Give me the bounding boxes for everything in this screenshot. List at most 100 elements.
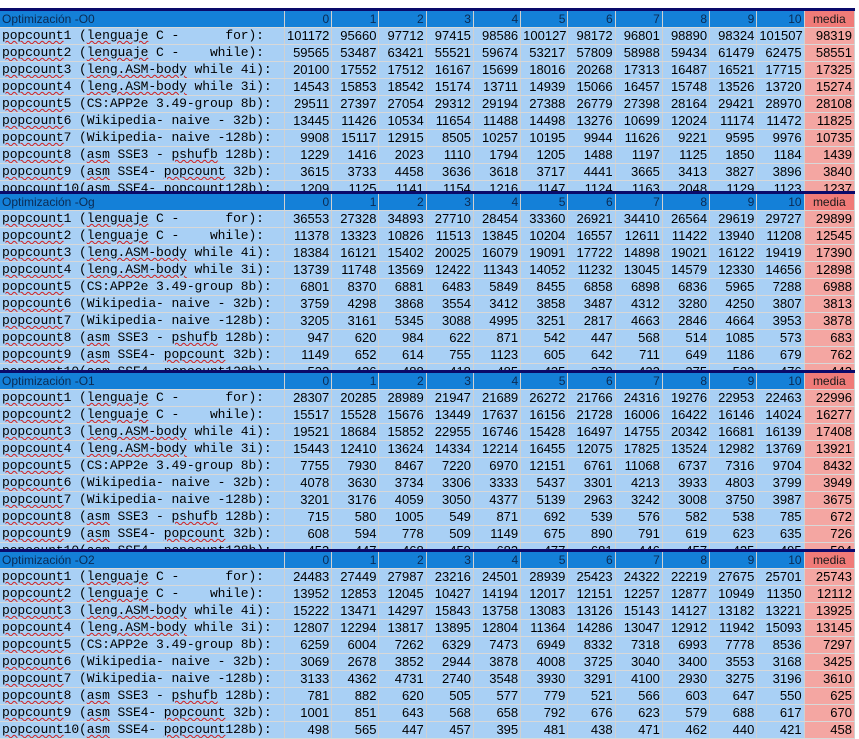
value-cell[interactable]: 16422 (662, 406, 711, 424)
row-label-cell[interactable]: popcount5 (CS:APP2e 3.49-group 8b): (0, 457, 285, 475)
value-cell[interactable]: 785 (756, 508, 805, 526)
value-cell[interactable]: 22953 (709, 389, 758, 407)
column-header[interactable]: 8 (662, 370, 711, 390)
value-cell[interactable]: 28454 (473, 210, 522, 228)
value-cell[interactable]: 13895 (426, 619, 474, 637)
value-cell[interactable]: 13524 (662, 440, 711, 458)
value-cell[interactable]: 27397 (331, 95, 380, 113)
value-cell[interactable]: 13047 (615, 619, 663, 637)
media-cell[interactable]: 17390 (804, 244, 856, 262)
value-cell[interactable]: 692 (520, 508, 569, 526)
value-cell[interactable]: 11488 (473, 112, 522, 130)
value-cell[interactable]: 15748 (662, 78, 711, 96)
row-label-cell[interactable]: popcount7 (Wikipedia- naive -128b): (0, 491, 285, 509)
row-label-cell[interactable]: popcount7 (Wikipedia- naive -128b): (0, 129, 285, 147)
value-cell[interactable]: 3717 (520, 163, 569, 181)
media-cell[interactable]: 7297 (804, 636, 856, 654)
value-cell[interactable]: 565 (331, 721, 380, 739)
value-cell[interactable]: 1197 (615, 146, 663, 164)
row-label-cell[interactable]: popcount8 (asm SSE3 - pshufb 128b): (0, 687, 285, 705)
value-cell[interactable]: 781 (284, 687, 333, 705)
value-cell[interactable]: 11626 (615, 129, 663, 147)
value-cell[interactable]: 97415 (426, 27, 474, 45)
value-cell[interactable]: 7262 (378, 636, 427, 654)
value-cell[interactable]: 984 (378, 329, 427, 347)
value-cell[interactable]: 22463 (756, 389, 805, 407)
column-header[interactable]: 2 (378, 370, 427, 390)
value-cell[interactable]: 8467 (378, 457, 427, 475)
value-cell[interactable]: 6881 (378, 278, 427, 296)
value-cell[interactable]: 11343 (473, 261, 522, 279)
media-cell[interactable]: 3949 (804, 474, 856, 492)
value-cell[interactable]: 1005 (378, 508, 427, 526)
value-cell[interactable]: 1085 (709, 329, 758, 347)
value-cell[interactable]: 12024 (662, 112, 711, 130)
value-cell[interactable]: 13471 (331, 602, 380, 620)
media-cell[interactable]: 12545 (804, 227, 856, 245)
value-cell[interactable]: 11378 (284, 227, 333, 245)
media-cell[interactable]: 3425 (804, 653, 856, 671)
value-cell[interactable]: 28989 (378, 389, 427, 407)
column-header[interactable]: 4 (473, 8, 522, 28)
column-header[interactable]: 7 (615, 8, 663, 28)
value-cell[interactable]: 14024 (756, 406, 805, 424)
value-cell[interactable]: 2023 (378, 146, 427, 164)
media-cell[interactable]: 98319 (804, 27, 856, 45)
value-cell[interactable]: 19419 (756, 244, 805, 262)
value-cell[interactable]: 3196 (756, 670, 805, 688)
value-cell[interactable]: 16156 (520, 406, 569, 424)
value-cell[interactable]: 13720 (756, 78, 805, 96)
value-cell[interactable]: 9976 (756, 129, 805, 147)
value-cell[interactable]: 16681 (709, 423, 758, 441)
value-cell[interactable]: 59674 (473, 44, 522, 62)
column-header[interactable]: 0 (284, 191, 333, 211)
value-cell[interactable]: 16455 (520, 440, 569, 458)
value-cell[interactable]: 14939 (520, 78, 569, 96)
column-header[interactable]: 1 (331, 370, 380, 390)
media-cell[interactable]: 6988 (804, 278, 856, 296)
value-cell[interactable]: 3242 (615, 491, 663, 509)
value-cell[interactable]: 57809 (567, 44, 616, 62)
block-title[interactable]: Optimización -O1 (0, 370, 285, 390)
value-cell[interactable]: 26921 (567, 210, 616, 228)
value-cell[interactable]: 3878 (473, 653, 522, 671)
value-cell[interactable]: 3333 (473, 474, 522, 492)
column-header[interactable]: 10 (756, 191, 805, 211)
value-cell[interactable]: 13182 (709, 602, 758, 620)
value-cell[interactable]: 9704 (756, 457, 805, 475)
value-cell[interactable]: 568 (426, 704, 474, 722)
value-cell[interactable]: 12982 (709, 440, 758, 458)
row-label-cell[interactable]: popcount5 (CS:APP2e 3.49-group 8b): (0, 278, 285, 296)
value-cell[interactable]: 13817 (378, 619, 427, 637)
value-cell[interactable]: 447 (567, 329, 616, 347)
value-cell[interactable]: 15093 (756, 619, 805, 637)
value-cell[interactable]: 3251 (520, 312, 569, 330)
value-cell[interactable]: 3933 (662, 474, 711, 492)
value-cell[interactable]: 13758 (473, 602, 522, 620)
value-cell[interactable]: 3133 (284, 670, 333, 688)
value-cell[interactable]: 16521 (709, 61, 758, 79)
value-cell[interactable]: 13526 (709, 78, 758, 96)
row-label-cell[interactable]: popcount8 (asm SSE3 - pshufb 128b): (0, 329, 285, 347)
value-cell[interactable]: 15699 (473, 61, 522, 79)
value-cell[interactable]: 620 (378, 687, 427, 705)
value-cell[interactable]: 25701 (756, 568, 805, 586)
value-cell[interactable]: 3852 (378, 653, 427, 671)
value-cell[interactable]: 3291 (567, 670, 616, 688)
value-cell[interactable]: 1149 (473, 525, 522, 543)
value-cell[interactable]: 16746 (473, 423, 522, 441)
row-label-cell[interactable]: popcount1 (lenguaje C - for): (0, 27, 285, 45)
value-cell[interactable]: 573 (756, 329, 805, 347)
value-cell[interactable]: 3161 (331, 312, 380, 330)
value-cell[interactable]: 14656 (756, 261, 805, 279)
value-cell[interactable]: 12804 (473, 619, 522, 637)
value-cell[interactable]: 16167 (426, 61, 474, 79)
value-cell[interactable]: 13952 (284, 585, 333, 603)
value-cell[interactable]: 679 (756, 346, 805, 364)
value-cell[interactable]: 1488 (567, 146, 616, 164)
value-cell[interactable]: 3734 (378, 474, 427, 492)
value-cell[interactable]: 4664 (709, 312, 758, 330)
value-cell[interactable]: 11942 (709, 619, 758, 637)
value-cell[interactable]: 19021 (662, 244, 711, 262)
value-cell[interactable]: 101172 (284, 27, 333, 45)
